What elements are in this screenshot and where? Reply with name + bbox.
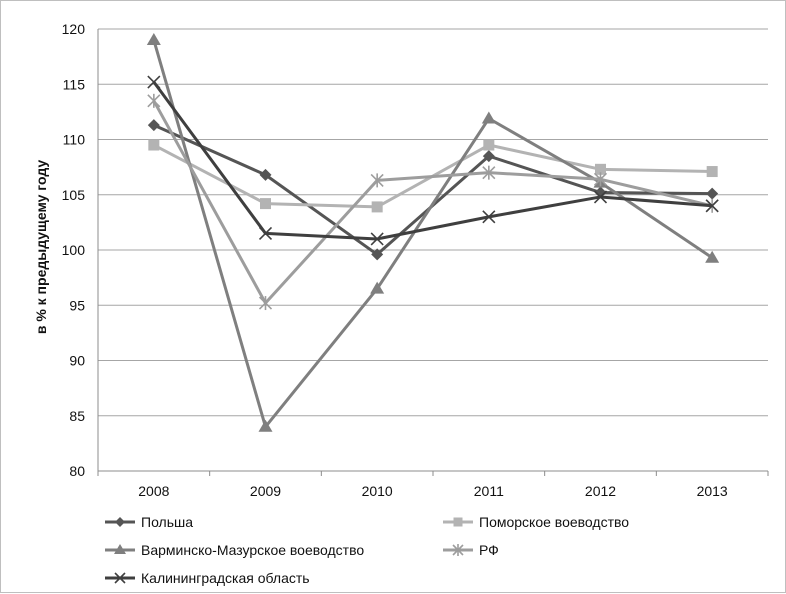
data-point xyxy=(483,139,495,151)
data-point xyxy=(593,172,608,187)
data-point xyxy=(482,165,496,180)
legend-item: Варминско-Мазурское воеводство xyxy=(105,542,364,558)
series-5 xyxy=(147,75,719,246)
data-point xyxy=(481,111,496,124)
data-point xyxy=(258,419,273,432)
data-point xyxy=(706,187,719,200)
data-point xyxy=(371,248,384,261)
data-point xyxy=(147,93,161,108)
data-point xyxy=(594,186,607,199)
legend-marker xyxy=(115,517,125,527)
data-point xyxy=(705,199,719,213)
legend: Польша Поморское воеводство Варминско-Мазу… xyxy=(105,514,629,586)
data-point xyxy=(595,163,606,175)
legend-marker xyxy=(114,572,126,584)
grid-lines xyxy=(98,28,768,417)
x-tick-label: 2008 xyxy=(138,483,169,499)
x-tick-label: 2010 xyxy=(362,483,393,499)
series-line xyxy=(152,81,713,241)
data-point xyxy=(146,33,161,46)
y-tick-label: 85 xyxy=(69,408,85,424)
data-point xyxy=(706,166,718,178)
y-tick-label: 90 xyxy=(69,353,85,369)
x-tick-label: 2013 xyxy=(697,483,728,499)
data-point xyxy=(258,296,273,311)
series-lines xyxy=(146,33,720,432)
y-tick-label: 95 xyxy=(69,297,85,313)
series-3 xyxy=(146,33,720,432)
data-point xyxy=(482,210,496,224)
x-tick-label: 2009 xyxy=(250,483,281,499)
data-point xyxy=(260,198,271,210)
legend-label: Поморское воеводство xyxy=(479,514,629,530)
legend-item: Поморское воеводство xyxy=(443,514,629,530)
legend-label: Варминско-Мазурское воеводство xyxy=(141,542,364,558)
y-tick-label: 110 xyxy=(63,132,86,148)
legend-label: Польша xyxy=(141,514,193,530)
data-point xyxy=(258,226,273,240)
data-point xyxy=(370,232,384,246)
legend-marker xyxy=(452,544,464,556)
y-axis-title: в % к предыдущему году xyxy=(33,160,49,335)
data-point xyxy=(705,250,720,263)
series-line xyxy=(152,100,713,305)
x-tick-label: 2012 xyxy=(585,483,616,499)
legend-item: Калининградская область xyxy=(105,570,310,586)
data-point xyxy=(147,119,160,132)
data-point xyxy=(148,139,160,151)
legend-marker xyxy=(453,517,463,527)
y-tick-label: 105 xyxy=(62,187,86,203)
y-tick-label: 80 xyxy=(69,463,85,479)
legend-label: Калининградская область xyxy=(141,570,310,586)
x-tick-label: 2011 xyxy=(474,483,504,499)
legend-item: Польша xyxy=(105,514,193,530)
data-point xyxy=(371,201,383,213)
legend-marker xyxy=(114,544,126,554)
series-line xyxy=(152,39,714,429)
legend-item: РФ xyxy=(443,542,499,558)
data-point xyxy=(370,173,384,188)
data-point xyxy=(593,190,608,204)
data-point xyxy=(147,75,161,89)
data-point xyxy=(259,168,272,181)
legend-label: РФ xyxy=(479,542,499,558)
y-tick-label: 115 xyxy=(63,76,86,92)
axes xyxy=(97,29,769,476)
axis-labels: 80 85 90 95 100 105 110 115 120 2008 2009 2010 2011 2… xyxy=(62,21,728,499)
y-tick-label: 120 xyxy=(62,21,86,37)
y-tick-label: 100 xyxy=(62,242,86,258)
data-point xyxy=(370,281,385,294)
data-point xyxy=(482,150,495,163)
